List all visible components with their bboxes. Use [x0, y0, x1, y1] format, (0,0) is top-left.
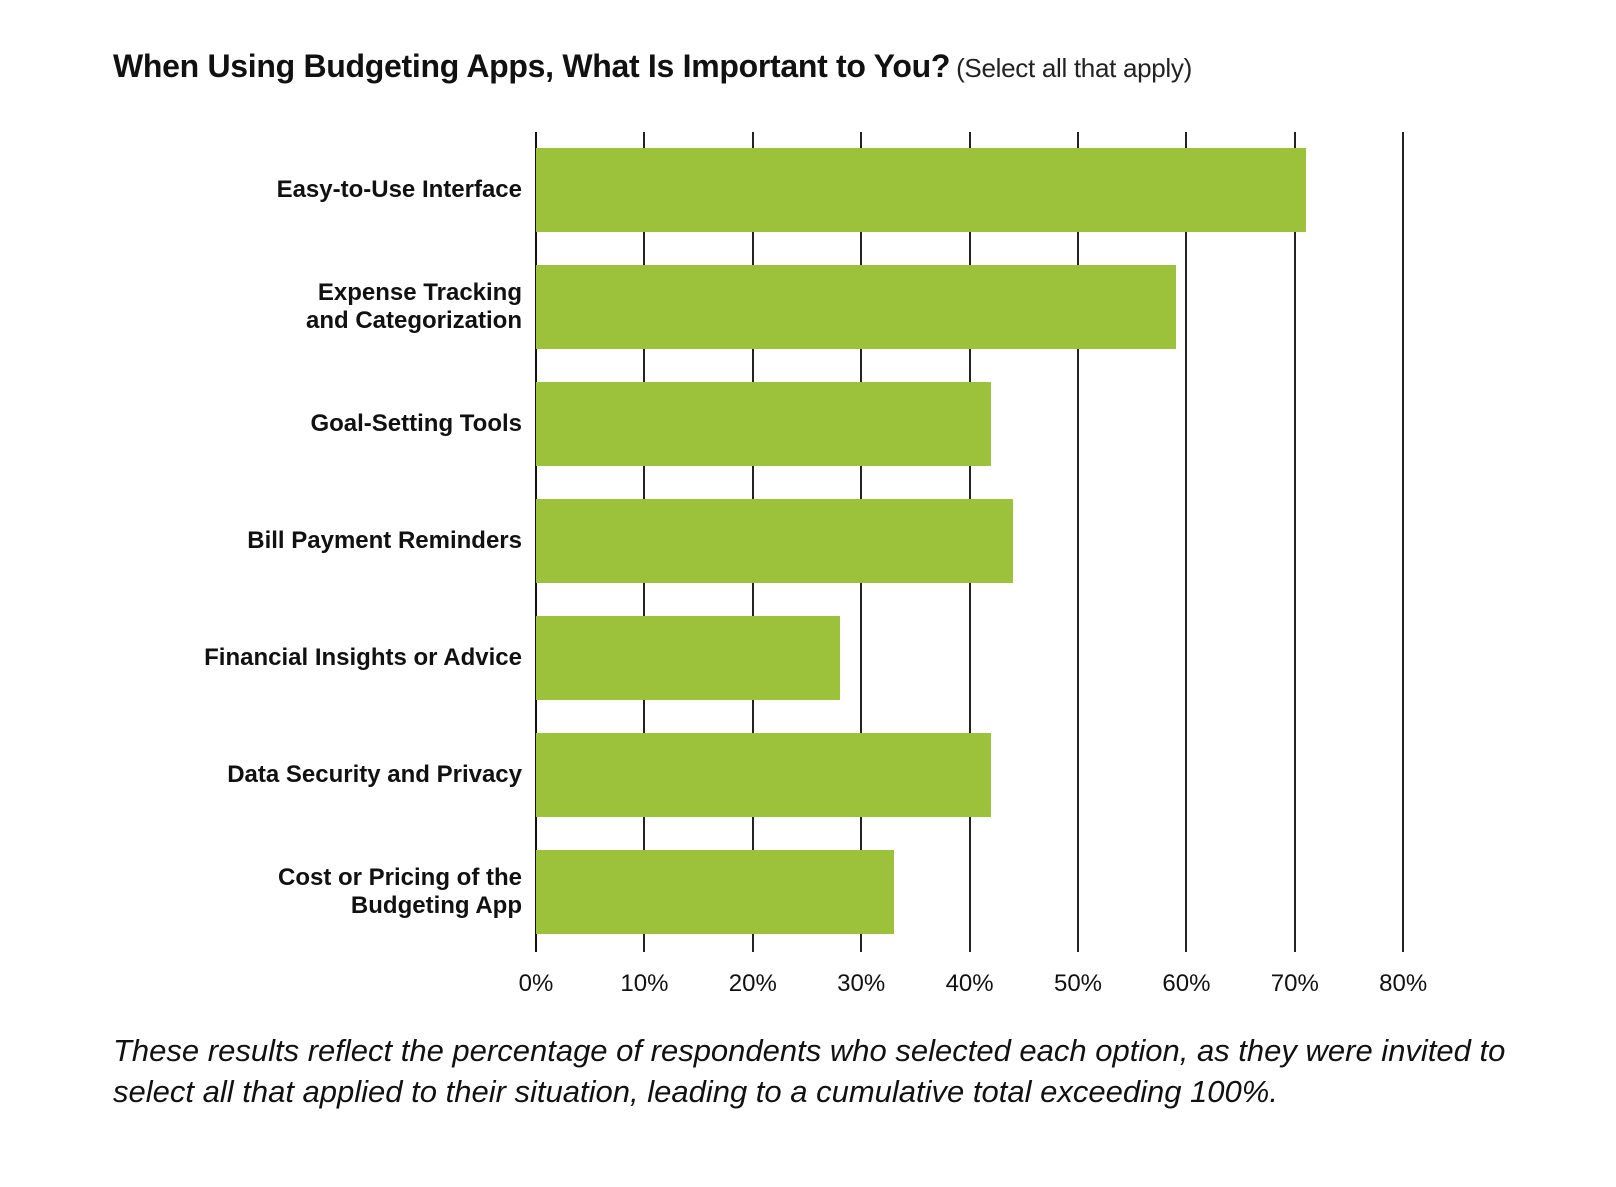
x-tick-label: 0% [518, 970, 554, 997]
x-tick-label: 20% [728, 970, 777, 997]
x-tick-label: 40% [945, 970, 994, 997]
chart-subtitle: (Select all that apply) [956, 53, 1192, 83]
bar [536, 148, 1306, 232]
gridline [1077, 132, 1079, 952]
x-tick-label: 60% [1162, 970, 1211, 997]
category-label: Goal-Setting Tools [310, 410, 522, 437]
category-label: Easy-to-Use Interface [276, 176, 522, 203]
bar [536, 616, 840, 700]
chart-title: When Using Budgeting Apps, What Is Impor… [113, 48, 1192, 85]
category-label: Financial Insights or Advice [204, 644, 522, 671]
category-label: Bill Payment Reminders [247, 527, 522, 554]
bar [536, 265, 1176, 349]
gridline [1293, 132, 1296, 952]
x-tick-label: 50% [1053, 970, 1103, 997]
x-tick-label: 80% [1379, 970, 1428, 997]
x-tick-label: 30% [837, 970, 886, 997]
bar [536, 733, 992, 817]
gridline [1185, 132, 1188, 952]
plot-area [535, 132, 1405, 952]
bar [536, 850, 894, 934]
gridline [1402, 132, 1405, 952]
category-label: Expense Tracking and Categorization [305, 279, 522, 334]
category-label: Data Security and Privacy [227, 761, 522, 788]
x-tick-label: 70% [1270, 970, 1319, 997]
x-tick-label: 10% [620, 970, 669, 997]
bar [536, 382, 992, 466]
chart-title-text: When Using Budgeting Apps, What Is Impor… [113, 48, 951, 84]
footnote: These results reflect the percentage of … [113, 1033, 1506, 1109]
bar [536, 499, 1013, 583]
category-label: Cost or Pricing of the Budgeting App [277, 864, 522, 919]
